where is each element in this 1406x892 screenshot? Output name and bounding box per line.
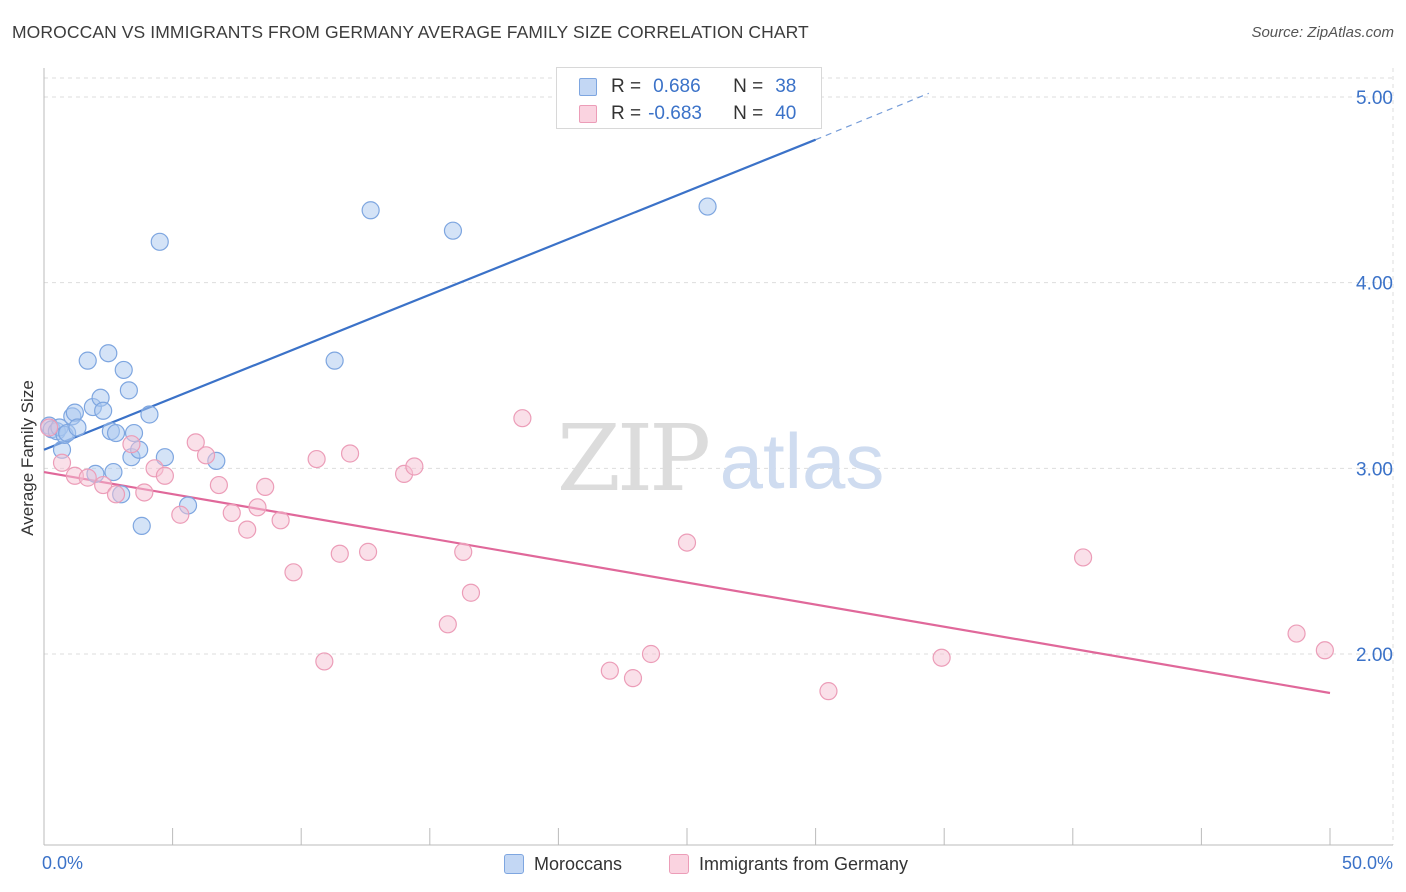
- germany-point: [222, 503, 241, 522]
- moroccans-point: [325, 351, 344, 370]
- germany-point: [358, 542, 378, 561]
- tick-labels: 2.00 3.00 4.00 5.00 0.0% 50.0%: [42, 88, 1393, 873]
- moroccans-point: [443, 221, 463, 240]
- legend-r-value: -0.683: [648, 103, 702, 124]
- germany-point: [1073, 548, 1093, 567]
- source-label: Source: ZipAtlas.com: [1251, 24, 1394, 41]
- germany-point: [122, 435, 141, 454]
- germany-point: [513, 409, 532, 428]
- germany-point: [209, 475, 228, 495]
- legend-n-label: N =: [733, 103, 764, 124]
- moroccans-point: [104, 462, 123, 482]
- germany-point: [340, 444, 360, 463]
- legend-r-label: R =: [611, 103, 642, 124]
- moroccans-point: [94, 401, 113, 420]
- watermark-atlas: atlas: [720, 417, 885, 505]
- germany-point: [330, 544, 349, 563]
- legend-swatch-blue: [504, 854, 524, 874]
- data-points: [40, 197, 1334, 701]
- moroccans-trend-extension: [815, 92, 929, 141]
- moroccans-trend-line: [43, 138, 817, 451]
- watermark-zip: ZIP: [557, 405, 708, 512]
- legend-swatch-pink: [579, 105, 597, 123]
- axes: [43, 68, 1393, 846]
- watermark: ZIP atlas: [557, 405, 884, 512]
- germany-point: [186, 433, 205, 452]
- moroccans-point: [106, 423, 126, 443]
- germany-point: [155, 466, 174, 485]
- germany-point: [40, 418, 59, 437]
- y-tick-label: 5.00: [1356, 88, 1393, 109]
- germany-point: [238, 520, 257, 539]
- germany-point: [256, 477, 275, 496]
- germany-point: [623, 669, 643, 688]
- grid-lines: [44, 68, 1394, 845]
- germany-point: [284, 563, 303, 582]
- moroccans-point: [155, 448, 174, 467]
- moroccans-point: [99, 344, 118, 363]
- germany-point: [1315, 641, 1334, 660]
- germany-point: [271, 511, 290, 530]
- chart-title: MOROCCAN VS IMMIGRANTS FROM GERMANY AVER…: [12, 22, 809, 42]
- legend-label-germany: Immigrants from Germany: [699, 853, 909, 874]
- x-tick-label: 0.0%: [42, 853, 83, 873]
- legend-row-germany: R = -0.683 N = 40: [579, 101, 796, 127]
- germany-point: [135, 483, 154, 502]
- legend-row-moroccans: R = 0.686 N = 38: [579, 74, 796, 100]
- legend-label-moroccans: Moroccans: [534, 853, 623, 874]
- x-tick-label: 50.0%: [1342, 853, 1393, 873]
- trend-lines: [43, 92, 1331, 695]
- germany-point: [94, 475, 113, 495]
- germany-point: [1287, 624, 1306, 643]
- moroccans-point: [132, 516, 151, 535]
- germany-point: [307, 449, 326, 469]
- moroccans-point: [119, 381, 138, 400]
- germany-point: [248, 498, 267, 517]
- germany-point: [52, 453, 72, 472]
- moroccans-point: [68, 418, 87, 437]
- legend-n-value: 40: [775, 103, 797, 124]
- germany-point: [196, 446, 216, 465]
- moroccans-point: [65, 403, 84, 422]
- germany-point: [315, 652, 334, 671]
- y-tick-label: 3.00: [1356, 459, 1393, 480]
- legend-swatch-blue: [579, 78, 597, 96]
- germany-point: [461, 583, 481, 602]
- germany-point: [454, 542, 473, 561]
- legend-item-moroccans[interactable]: Moroccans: [504, 850, 622, 878]
- germany-point: [171, 505, 190, 524]
- germany-point: [438, 615, 457, 634]
- legend-n-label: N =: [733, 76, 764, 97]
- germany-point: [641, 644, 661, 664]
- moroccans-point: [114, 360, 133, 380]
- y-tick-label: 4.00: [1356, 274, 1393, 295]
- germany-point: [932, 648, 951, 667]
- germany-point: [78, 468, 97, 487]
- legend-r-label: R =: [611, 76, 642, 97]
- germany-point: [677, 533, 697, 552]
- legend-item-germany[interactable]: Immigrants from Germany: [669, 850, 908, 878]
- germany-point: [405, 457, 424, 476]
- legend-r-value: 0.686: [653, 76, 701, 97]
- germany-point: [819, 682, 838, 701]
- correlation-legend: R = 0.686 N = 38 R = -0.683 N = 40: [556, 67, 822, 129]
- moroccans-point: [140, 405, 159, 424]
- moroccans-point: [78, 351, 97, 370]
- germany-point: [600, 661, 619, 680]
- legend-n-value: 38: [775, 76, 797, 97]
- moroccans-point: [361, 201, 380, 220]
- y-tick-label: 2.00: [1356, 645, 1393, 666]
- germany-point: [106, 485, 126, 504]
- legend-swatch-pink: [669, 854, 689, 874]
- moroccans-point: [150, 232, 169, 251]
- moroccans-point: [698, 197, 717, 216]
